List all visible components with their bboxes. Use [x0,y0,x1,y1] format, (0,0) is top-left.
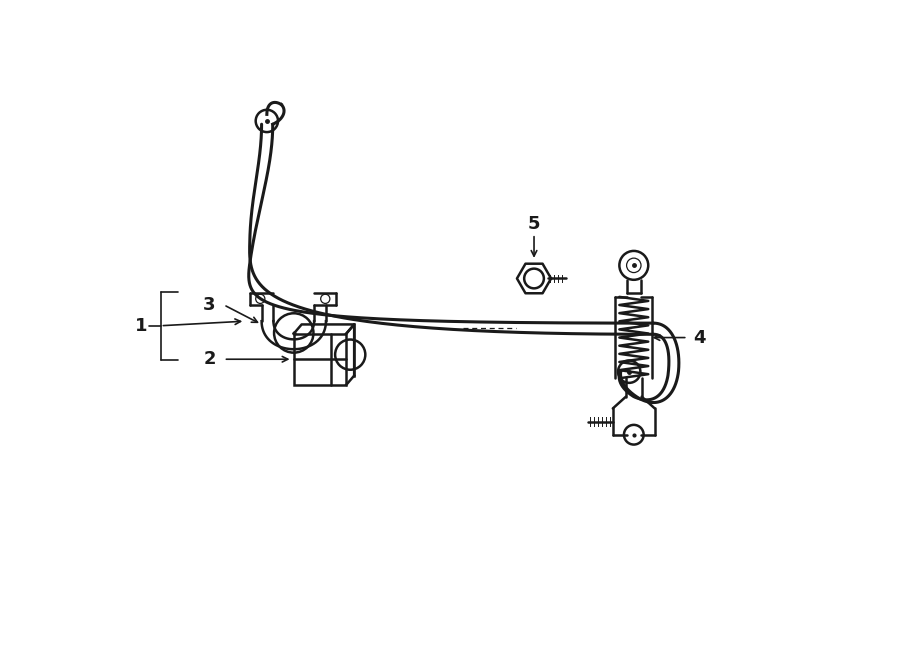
Text: 1: 1 [135,316,148,335]
Text: 3: 3 [203,296,216,314]
Text: 4: 4 [693,328,706,347]
Bar [293,334,346,385]
Text: 5: 5 [527,214,540,232]
Text: 2: 2 [203,350,216,368]
